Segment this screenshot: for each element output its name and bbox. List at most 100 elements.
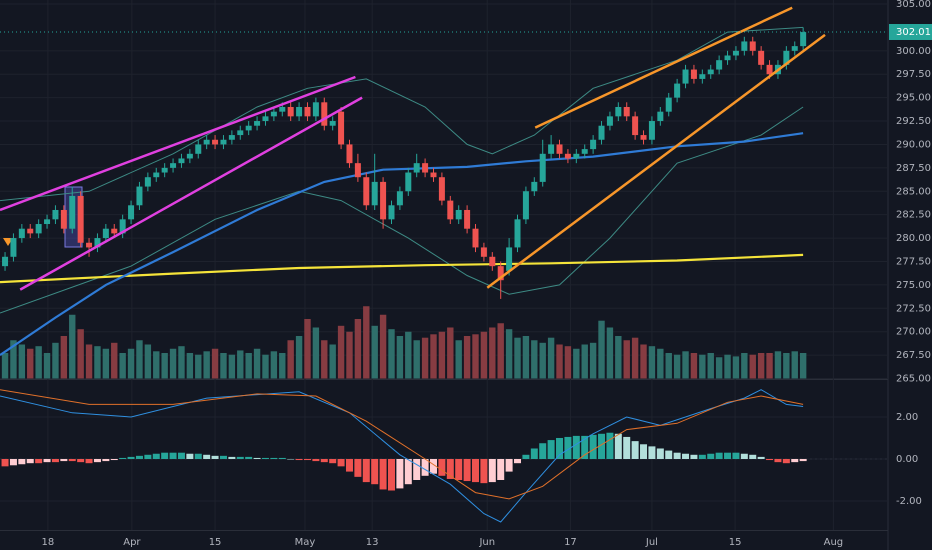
macd-line [0, 389, 804, 500]
y-tick-label: 275.00 [896, 280, 931, 291]
macd-histogram-bar [530, 448, 538, 459]
y-tick-label: 297.50 [896, 69, 931, 80]
x-tick-label: Aug [824, 537, 844, 548]
macd-histogram-bar [135, 455, 143, 459]
volume-bar [354, 319, 362, 379]
candle-body [531, 181, 538, 192]
macd-histogram-bar [236, 456, 244, 459]
macd-histogram-bar [35, 458, 43, 464]
y-tick-label: 305.00 [896, 0, 931, 10]
candle-body [464, 209, 471, 229]
volume-bar [237, 350, 244, 379]
volume-bar [304, 319, 311, 379]
macd-histogram-bar [85, 458, 93, 464]
volume-bar [211, 348, 219, 379]
macd-histogram-bar [665, 450, 673, 459]
x-tick-label: May [295, 537, 316, 548]
volume-bar [136, 340, 143, 379]
macd-histogram-bar [598, 433, 606, 459]
volume-bar [52, 342, 59, 379]
volume-bar [270, 351, 278, 379]
macd-histogram-bar [9, 458, 17, 466]
volume-bar [371, 325, 378, 379]
volume-bar [144, 344, 152, 379]
volume-bar [421, 337, 429, 379]
macd-histogram-bar [497, 458, 505, 480]
candle-body [590, 139, 597, 150]
volume-bar [799, 353, 807, 379]
x-tick-label: 15 [729, 537, 742, 548]
macd-histogram-bar [547, 440, 555, 459]
candle-body [405, 172, 412, 192]
volume-bar [363, 306, 370, 379]
macd-histogram-bar [127, 456, 135, 459]
candle-body [380, 181, 387, 220]
moving-average [0, 253, 804, 284]
volume-bar [447, 327, 454, 379]
x-tick-label: 15 [209, 537, 222, 548]
macd-histogram-bar [572, 435, 580, 459]
volume-bar [480, 331, 488, 379]
candle-body [480, 247, 487, 257]
bollinger-band [0, 26, 804, 202]
macd-histogram-bar [698, 454, 706, 459]
macd-histogram-bar [253, 457, 261, 459]
volume-bar [715, 357, 723, 379]
macd-histogram-bar [455, 458, 463, 480]
candle-body [396, 191, 403, 206]
candle-body [506, 247, 513, 271]
candle-body [522, 191, 529, 220]
macd-histogram-bar [169, 452, 177, 459]
volume-bar [169, 348, 177, 379]
volume-bar [707, 353, 714, 379]
candle-body [758, 50, 765, 65]
volume-bar [589, 342, 597, 379]
volume-bar [741, 353, 748, 379]
volume-bar [220, 353, 227, 379]
macd-histogram-bar [740, 453, 748, 459]
volume-bar [623, 340, 630, 379]
macd-histogram-bar [219, 455, 227, 459]
candle-body [35, 224, 42, 234]
candle-body [203, 139, 210, 145]
volume-bar [69, 314, 76, 379]
macd-histogram-bar [514, 458, 522, 464]
candle-body [228, 135, 235, 140]
candle-body [220, 139, 227, 145]
macd-histogram-bar [488, 458, 496, 483]
candle-body [195, 144, 202, 154]
candle-body [69, 195, 76, 229]
volume-bar [783, 353, 790, 379]
volume-bar [640, 344, 647, 379]
candle-body [564, 153, 571, 159]
candle-body [581, 149, 588, 154]
macd-histogram-bar [472, 458, 480, 483]
volume-bar [673, 354, 681, 379]
macd-histogram-bar [362, 458, 370, 483]
candle-body [741, 41, 748, 51]
volume-bar [203, 351, 210, 379]
macd-histogram-bar [354, 458, 362, 477]
candle-body [455, 209, 462, 220]
candle-body [2, 256, 9, 267]
candle-body [136, 186, 143, 206]
x-tick-label: 13 [366, 537, 379, 548]
macd-histogram-bar [505, 458, 513, 472]
x-tick-label: Apr [123, 537, 141, 548]
candle-body [321, 102, 328, 126]
macd-histogram-bar [144, 454, 152, 459]
macd-histogram-bar [614, 433, 622, 459]
macd-histogram-bar [623, 436, 631, 459]
macd-histogram-bar [707, 453, 715, 459]
candle-body [791, 46, 798, 51]
volume-bar [556, 344, 563, 379]
candle-body [497, 266, 504, 281]
candle-body [640, 135, 647, 140]
candle-body [27, 228, 34, 234]
volume-bar [279, 353, 286, 379]
candle-body [279, 106, 286, 112]
candle-body [354, 163, 361, 178]
candle-body [363, 177, 370, 206]
volume-bar [346, 331, 353, 379]
volume-bar [262, 354, 269, 379]
